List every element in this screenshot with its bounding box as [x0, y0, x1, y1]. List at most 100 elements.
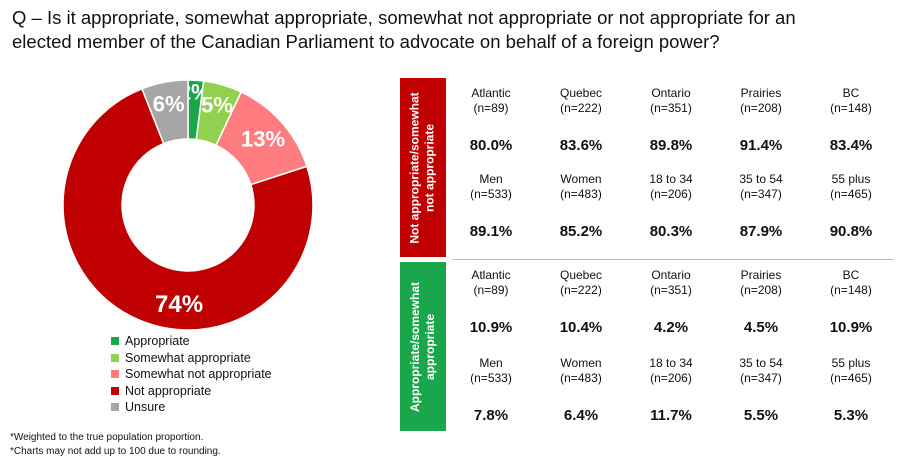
group-band-label: Not appropriate/somewhat not appropriate: [408, 92, 438, 243]
segment-sample-size: (n=465): [830, 371, 872, 385]
segment-sample-size: (n=351): [650, 101, 692, 115]
group-band-appropriate: Appropriate/somewhat appropriate: [400, 262, 446, 431]
table-value: 4.2%: [653, 319, 689, 336]
segment-name: Atlantic: [471, 86, 511, 100]
segment-name: Prairies: [740, 86, 782, 100]
table-column-header: Ontario (n=351): [626, 268, 716, 298]
segment-sample-size: (n=206): [650, 371, 692, 385]
segment-name: Ontario: [651, 268, 691, 282]
legend-item-not-appropriate: Not appropriate: [111, 383, 272, 400]
segment-sample-size: (n=208): [740, 101, 782, 115]
segment-name: Men: [479, 172, 503, 186]
segment-sample-size: (n=533): [470, 187, 512, 201]
table-column-header: Men (n=533): [446, 172, 536, 202]
group-band-not-appropriate: Not appropriate/somewhat not appropriate: [400, 78, 446, 257]
segment-name: BC: [842, 268, 860, 282]
segment-name: Women: [560, 356, 602, 370]
table-value: 89.1%: [469, 223, 513, 240]
segment-name: Ontario: [651, 86, 691, 100]
segment-name: Quebec: [559, 86, 603, 100]
legend-swatch: [111, 353, 119, 362]
table-column-header: Prairies (n=208): [716, 86, 806, 116]
chart-title: Q – Is it appropriate, somewhat appropri…: [12, 6, 892, 54]
segment-name: Prairies: [740, 268, 782, 282]
table-column-header: Atlantic (n=89): [446, 268, 536, 298]
table-value: 10.9%: [829, 319, 873, 336]
segment-name: 18 to 34: [649, 356, 693, 370]
group-band-label-line: Appropriate/somewhat: [408, 281, 422, 412]
segment-sample-size: (n=465): [830, 187, 872, 201]
segment-name: Men: [479, 356, 503, 370]
donut-slice-label: 74%: [155, 291, 203, 318]
donut-slice: [141, 79, 189, 145]
group-band-label: Appropriate/somewhat appropriate: [408, 281, 438, 411]
legend-swatch: [111, 386, 119, 395]
legend-label: Somewhat not appropriate: [125, 367, 272, 382]
segment-name: BC: [842, 86, 860, 100]
table-value: 91.4%: [739, 137, 783, 154]
donut-slice-label: 5%: [201, 93, 233, 118]
legend-item-appropriate: Appropriate: [111, 333, 272, 350]
legend-label: Not appropriate: [125, 383, 212, 398]
table-value: 90.8%: [829, 223, 873, 240]
segment-sample-size: (n=148): [830, 283, 872, 297]
segment-sample-size: (n=347): [740, 187, 782, 201]
table-column-header: 18 to 34 (n=206): [626, 172, 716, 202]
table-value: 87.9%: [739, 223, 783, 240]
segment-name: Atlantic: [471, 268, 511, 282]
table-value: 85.2%: [559, 223, 603, 240]
legend-label: Appropriate: [125, 334, 190, 349]
segment-sample-size: (n=347): [740, 371, 782, 385]
legend-swatch: [111, 370, 119, 379]
legend-item-somewhat-not-appropriate: Somewhat not appropriate: [111, 366, 272, 383]
legend-label: Somewhat appropriate: [125, 350, 251, 365]
segment-name: 55 plus: [831, 356, 871, 370]
table-value: 80.3%: [649, 223, 693, 240]
segment-sample-size: (n=89): [473, 283, 509, 297]
segment-sample-size: (n=148): [830, 101, 872, 115]
table-value: 4.5%: [743, 319, 779, 336]
group-divider: [452, 259, 894, 260]
donut-slice-label: 6%: [153, 91, 185, 116]
table-value: 5.3%: [833, 407, 869, 424]
segment-sample-size: (n=533): [470, 371, 512, 385]
segment-sample-size: (n=483): [560, 371, 602, 385]
table-value: 80.0%: [469, 137, 513, 154]
segment-sample-size: (n=351): [650, 283, 692, 297]
segment-name: Women: [560, 172, 602, 186]
segment-name: 55 plus: [831, 172, 871, 186]
group-band-label-line: Not appropriate/somewhat: [408, 91, 423, 244]
segment-sample-size: (n=208): [740, 283, 782, 297]
segment-sample-size: (n=222): [560, 283, 602, 297]
table-value: 11.7%: [650, 407, 692, 424]
table-value: 10.4%: [559, 319, 603, 336]
footnote: *Charts may not add up to 100 due to rou…: [10, 446, 221, 457]
table-column-header: Quebec (n=222): [536, 86, 626, 116]
segment-name: Quebec: [559, 268, 603, 282]
table-column-header: BC (n=148): [806, 268, 896, 298]
table-column-header: Atlantic (n=89): [446, 86, 536, 116]
legend-label: Unsure: [125, 400, 166, 415]
table-value: 6.4%: [563, 407, 599, 424]
table-value: 10.9%: [469, 319, 513, 336]
segment-sample-size: (n=206): [650, 187, 692, 201]
segment-name: 35 to 54: [739, 356, 783, 370]
legend-swatch: [111, 403, 119, 412]
chart-title-line-2: elected member of the Canadian Parliamen…: [12, 31, 720, 52]
segment-name: 18 to 34: [649, 172, 693, 186]
footnotes: *Weighted to the true population proport…: [10, 431, 221, 459]
table-column-header: 35 to 54 (n=347): [716, 172, 806, 202]
table-column-header: 18 to 34 (n=206): [626, 356, 716, 386]
table-column-header: Quebec (n=222): [536, 268, 626, 298]
table-value: 7.8%: [473, 407, 509, 424]
table-value: 83.6%: [559, 137, 603, 154]
table-column-header: Men (n=533): [446, 356, 536, 386]
chart-title-line-1: Q – Is it appropriate, somewhat appropri…: [12, 7, 796, 28]
table-column-header: Prairies (n=208): [716, 268, 806, 298]
table-column-header: Women (n=483): [536, 172, 626, 202]
segment-sample-size: (n=222): [560, 101, 602, 115]
segment-sample-size: (n=89): [473, 101, 509, 115]
legend-item-unsure: Unsure: [111, 399, 272, 416]
donut-slice: [62, 87, 314, 331]
footnote: *Weighted to the true population proport…: [10, 432, 204, 443]
